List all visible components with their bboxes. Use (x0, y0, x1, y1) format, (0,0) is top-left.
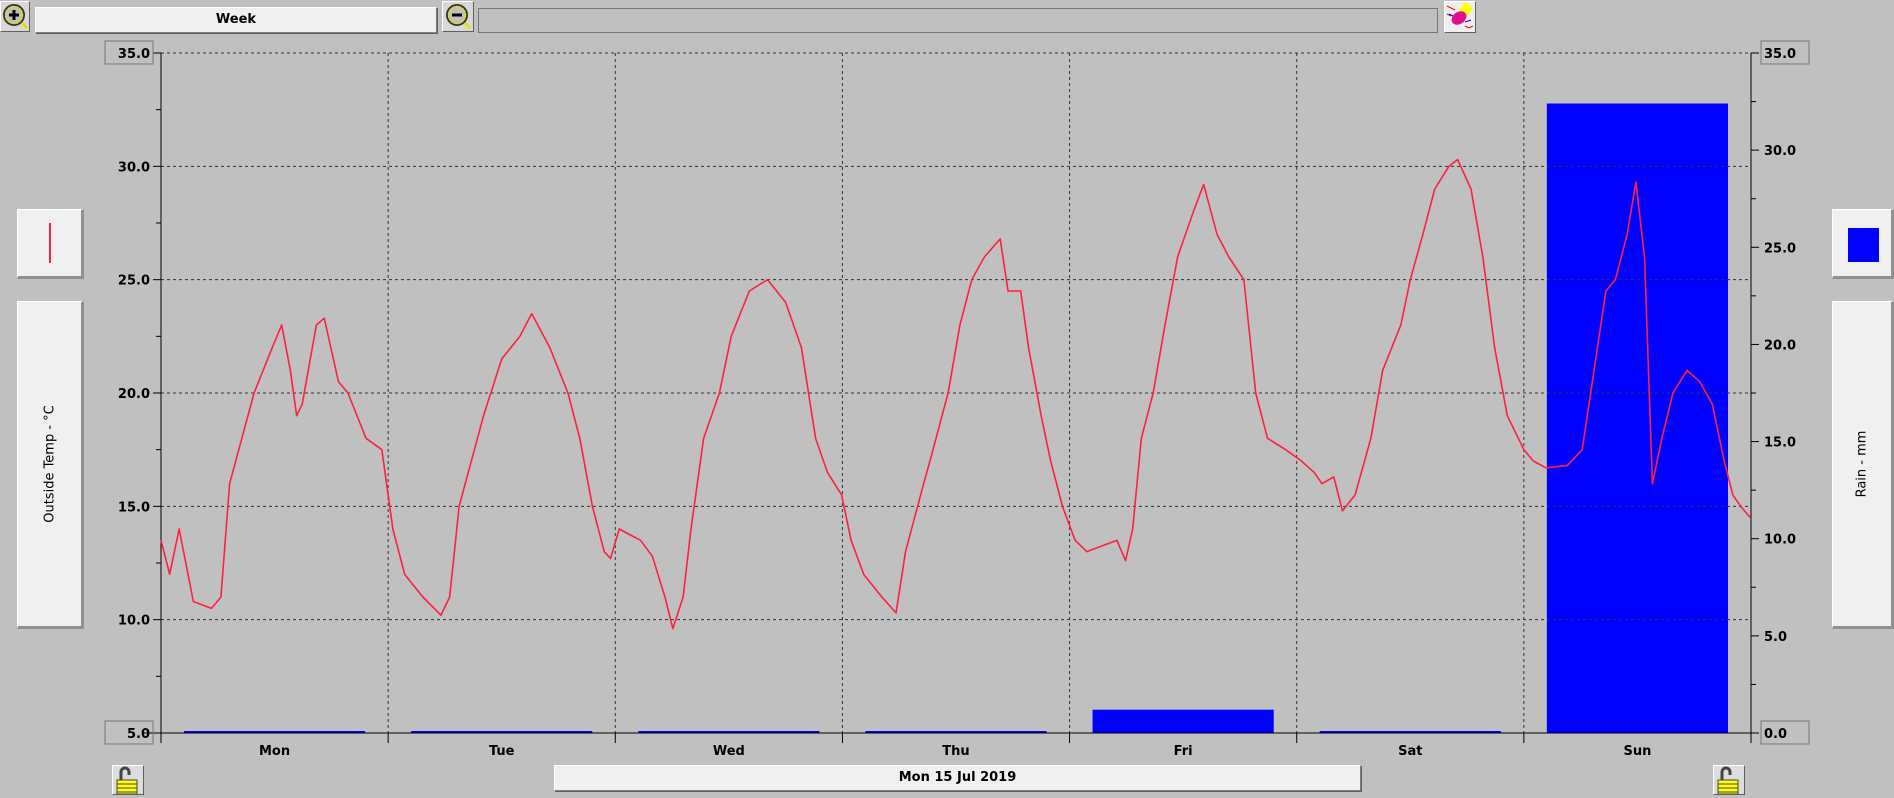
eraser-icon (1446, 1, 1474, 29)
x-tick-label-fri: Fri (1174, 744, 1193, 759)
temperature-axis-panel[interactable]: Outside Temp - °C (17, 301, 84, 629)
padlock-icon (116, 766, 138, 795)
right-tick-label: 10.0 (1764, 533, 1796, 548)
right-tick-label: 30.0 (1764, 144, 1796, 159)
rain-bar-tue (411, 731, 593, 733)
rain-bar-thu (865, 731, 1047, 733)
blue-square-icon (1848, 228, 1879, 262)
right-tick-label: 5.0 (1764, 630, 1787, 645)
rain-bar-wed (638, 731, 820, 733)
left-tick-label: 25.0 (118, 274, 150, 289)
red-line-icon (49, 223, 51, 263)
padlock-icon (1717, 766, 1739, 795)
x-tick-label-sat: Sat (1398, 744, 1422, 759)
zoom-in-magnifier-icon (3, 4, 29, 30)
x-tick-label-tue: Tue (489, 744, 515, 759)
left-tick-label: 20.0 (118, 387, 150, 402)
left-tick-label: 5.0 (127, 727, 150, 742)
date-selector[interactable]: Mon 15 Jul 2019 (554, 765, 1361, 791)
left-tick-box (104, 720, 154, 745)
right-tick-box (1760, 40, 1810, 65)
right-tick-label: 15.0 (1764, 436, 1796, 451)
left-tick-label: 10.0 (118, 614, 150, 629)
rain-legend-button[interactable] (1832, 209, 1894, 279)
eraser-button[interactable] (1444, 1, 1476, 33)
zoom-in-button[interactable] (0, 1, 30, 32)
right-tick-label: 0.0 (1764, 727, 1787, 742)
rain-bar-mon (184, 731, 366, 733)
left-lock-button[interactable] (112, 765, 144, 795)
left-tick-label: 35.0 (118, 47, 150, 62)
right-tick-box (1760, 720, 1810, 745)
status-field (478, 8, 1438, 33)
temperature-line (160, 158, 1751, 630)
x-tick-label-thu: Thu (942, 744, 969, 759)
right-tick-label: 35.0 (1764, 47, 1796, 62)
x-tick-label-mon: Mon (259, 744, 290, 759)
x-tick-label-sun: Sun (1623, 744, 1651, 759)
right-tick-label: 20.0 (1764, 338, 1796, 353)
rain-axis-panel[interactable]: Rain - mm (1832, 301, 1894, 629)
left-tick-label: 30.0 (118, 160, 150, 175)
zoom-out-button[interactable] (442, 1, 474, 32)
rain-bar-sun (1546, 103, 1728, 733)
right-lock-button[interactable] (1713, 765, 1745, 795)
left-tick-box (104, 40, 154, 65)
rain-bar-sat (1319, 731, 1501, 733)
zoom-out-magnifier-icon (446, 4, 472, 30)
x-tick-label-wed: Wed (713, 744, 745, 759)
right-tick-label: 25.0 (1764, 241, 1796, 256)
left-tick-label: 15.0 (118, 500, 150, 515)
period-selector[interactable]: Week (35, 7, 437, 33)
temperature-legend-button[interactable] (17, 209, 84, 279)
rain-bar-fri (1092, 709, 1274, 733)
